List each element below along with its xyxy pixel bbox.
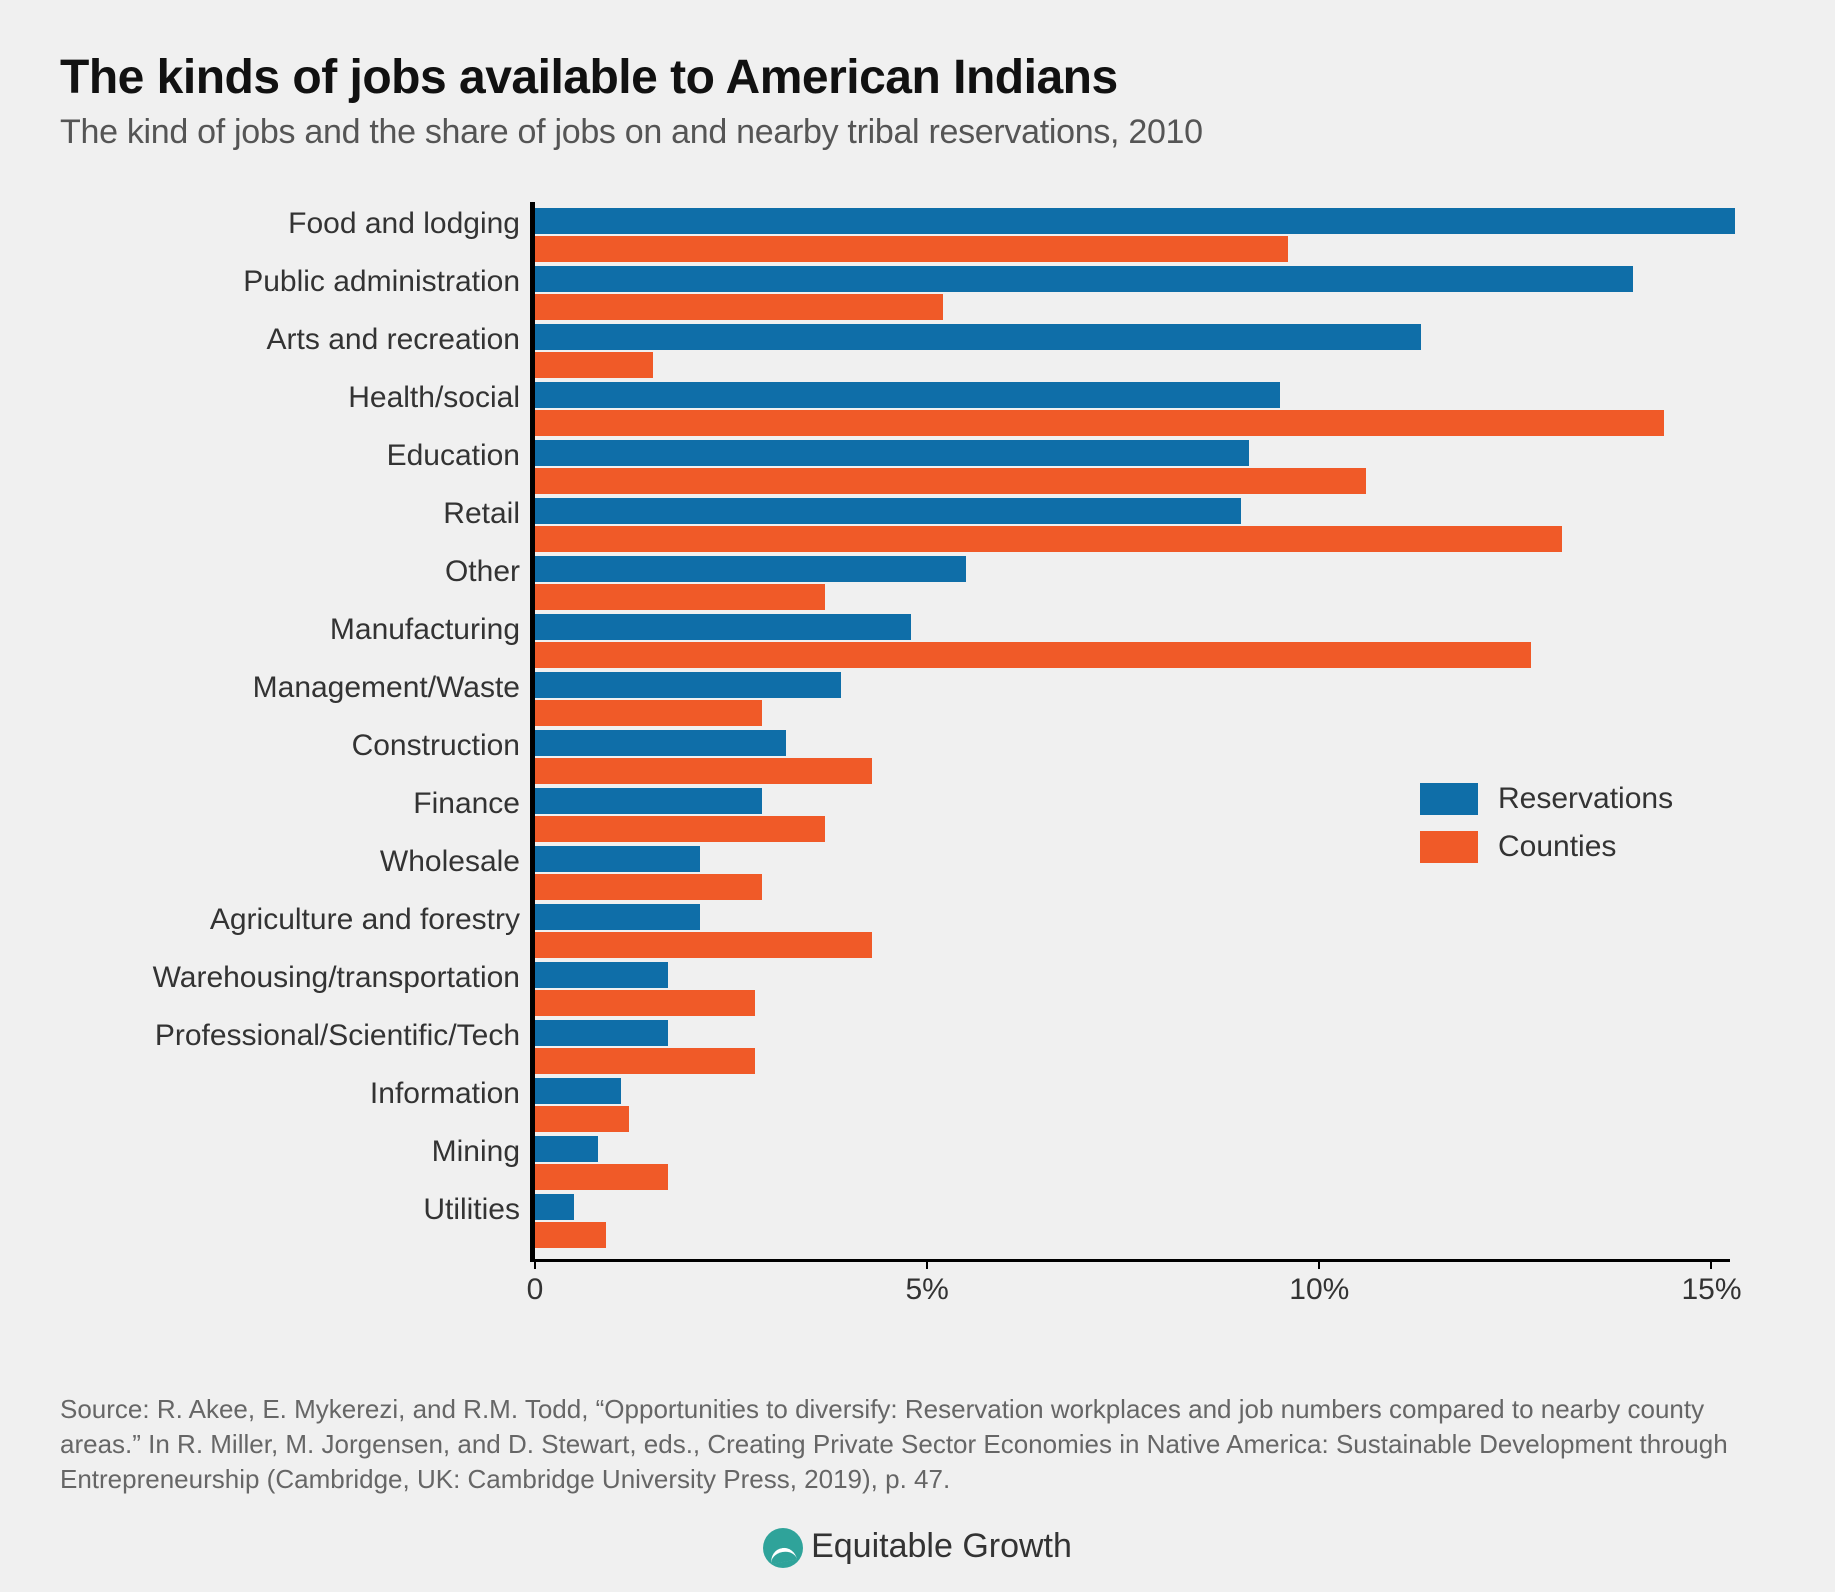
legend-label: Reservations (1498, 782, 1673, 816)
bar-counties (535, 1222, 606, 1248)
bar-counties (535, 874, 762, 900)
bar-reservations (535, 1194, 574, 1220)
bar-counties (535, 642, 1531, 668)
chart-title: The kinds of jobs available to American … (60, 50, 1775, 105)
category-label: Professional/Scientific/Tech (155, 1019, 520, 1053)
category-label: Utilities (423, 1193, 520, 1227)
category-label: Manufacturing (330, 613, 520, 647)
bar-reservations (535, 730, 786, 756)
bar-counties (535, 1106, 629, 1132)
bar-reservations (535, 1020, 668, 1046)
bar-reservations (535, 382, 1280, 408)
bar-counties (535, 1048, 755, 1074)
category-label: Arts and recreation (267, 323, 520, 357)
bar-counties (535, 932, 872, 958)
bar-reservations (535, 672, 841, 698)
legend-item: Counties (1420, 830, 1700, 864)
legend-item: Reservations (1420, 782, 1700, 816)
category-label: Finance (413, 787, 520, 821)
x-tick-mark (534, 1259, 536, 1269)
bar-reservations (535, 614, 911, 640)
category-label: Wholesale (380, 845, 520, 879)
plot-area: 05%10%15% (530, 202, 1730, 1262)
category-label: Food and lodging (288, 207, 520, 241)
x-tick-label: 10% (1289, 1273, 1349, 1307)
bar-counties (535, 526, 1562, 552)
bar-reservations (535, 904, 700, 930)
bar-counties (535, 1164, 668, 1190)
category-label: Mining (432, 1135, 520, 1169)
bar-reservations (535, 1136, 598, 1162)
chart-subtitle: The kind of jobs and the share of jobs o… (60, 113, 1775, 152)
legend-swatch (1420, 831, 1478, 863)
category-label: Education (387, 439, 520, 473)
category-label: Information (370, 1077, 520, 1111)
x-tick-label: 0 (527, 1273, 544, 1307)
legend-label: Counties (1498, 830, 1616, 864)
bar-reservations (535, 962, 668, 988)
bar-counties (535, 352, 653, 378)
bar-reservations (535, 846, 700, 872)
legend-swatch (1420, 783, 1478, 815)
bar-counties (535, 294, 943, 320)
bar-reservations (535, 266, 1633, 292)
bar-reservations (535, 556, 966, 582)
bar-counties (535, 410, 1664, 436)
category-label: Health/social (348, 381, 520, 415)
bar-reservations (535, 440, 1249, 466)
bar-reservations (535, 208, 1735, 234)
bar-counties (535, 700, 762, 726)
bar-counties (535, 584, 825, 610)
category-label: Retail (443, 497, 520, 531)
brand-logo-icon (763, 1528, 803, 1568)
brand-name: Equitable Growth (811, 1527, 1072, 1565)
x-tick-mark (1710, 1259, 1712, 1269)
category-label: Public administration (243, 265, 520, 299)
legend: Reservations Counties (1420, 782, 1700, 878)
bar-counties (535, 816, 825, 842)
bar-reservations (535, 324, 1421, 350)
bar-reservations (535, 498, 1241, 524)
bar-reservations (535, 788, 762, 814)
bar-counties (535, 990, 755, 1016)
bar-counties (535, 758, 872, 784)
footer-brand: Equitable Growth (60, 1527, 1775, 1568)
category-label: Agriculture and forestry (210, 903, 520, 937)
bar-counties (535, 236, 1288, 262)
category-label: Management/Waste (253, 671, 520, 705)
chart-container: 05%10%15% ReservationsCounties Food and … (70, 192, 1770, 1322)
bar-counties (535, 468, 1366, 494)
category-label: Warehousing/transportation (153, 961, 520, 995)
bar-reservations (535, 1078, 621, 1104)
x-tick-label: 5% (905, 1273, 948, 1307)
source-citation: Source: R. Akee, E. Mykerezi, and R.M. T… (60, 1392, 1775, 1497)
x-tick-label: 15% (1681, 1273, 1741, 1307)
category-label: Construction (352, 729, 520, 763)
x-tick-mark (1318, 1259, 1320, 1269)
category-label: Other (445, 555, 520, 589)
x-tick-mark (926, 1259, 928, 1269)
